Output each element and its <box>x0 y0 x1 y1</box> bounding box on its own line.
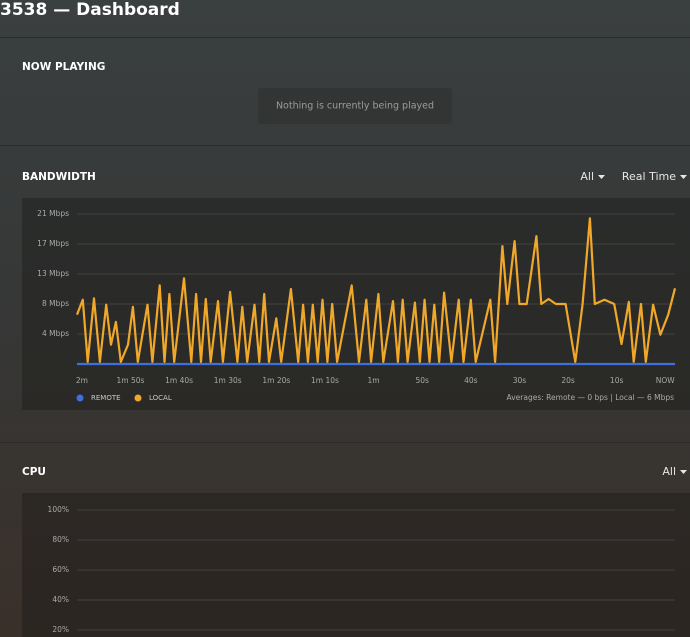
x-tick-label: 1m 20s <box>262 376 290 385</box>
y-tick-label: 20% <box>52 625 69 634</box>
y-tick-label: 17 Mbps <box>37 239 69 248</box>
x-tick-label: 1m 40s <box>165 376 193 385</box>
section-heading: NOW PLAYING <box>22 61 105 73</box>
dropdown-caret <box>598 175 605 179</box>
y-tick-label: 40% <box>52 595 69 604</box>
y-tick-label: 100% <box>48 505 69 514</box>
series-line <box>75 217 677 363</box>
x-tick-label: 10s <box>610 376 624 385</box>
page-title: 3538 — Dashboard <box>0 0 180 20</box>
y-tick-label: 21 Mbps <box>37 209 69 218</box>
y-tick-label: 60% <box>52 565 69 574</box>
legend-label: REMOTE <box>91 394 121 402</box>
section-heading: CPU <box>22 466 46 478</box>
dropdown[interactable]: All <box>580 170 594 183</box>
section-heading: BANDWIDTH <box>22 171 96 183</box>
x-tick-label: 1m 10s <box>311 376 339 385</box>
dropdown-caret <box>680 470 687 474</box>
x-tick-label: NOW <box>656 376 676 385</box>
x-tick-label: 1m 50s <box>117 376 145 385</box>
x-tick-label: 1m 30s <box>214 376 242 385</box>
x-tick-label: 2m <box>76 376 88 385</box>
y-tick-label: 8 Mbps <box>42 299 69 308</box>
dropdown[interactable]: All <box>662 465 676 478</box>
x-tick-label: 50s <box>415 376 429 385</box>
chart-panel <box>22 493 690 637</box>
empty-state-message: Nothing is currently being played <box>276 101 434 112</box>
legend-label: LOCAL <box>149 394 172 402</box>
y-tick-label: 13 Mbps <box>37 269 69 278</box>
y-tick-label: 4 Mbps <box>42 329 69 338</box>
dropdown-caret <box>680 175 687 179</box>
x-tick-label: 30s <box>513 376 527 385</box>
empty-state-box <box>258 88 452 124</box>
y-tick-label: 80% <box>52 535 69 544</box>
x-tick-label: 1m <box>368 376 380 385</box>
x-tick-label: 40s <box>464 376 478 385</box>
x-tick-label: 20s <box>561 376 575 385</box>
legend-swatch <box>76 394 84 402</box>
chart-note: Averages: Remote — 0 bps | Local — 6 Mbp… <box>507 393 675 402</box>
legend-swatch <box>134 394 142 402</box>
dropdown[interactable]: Real Time <box>622 170 676 183</box>
